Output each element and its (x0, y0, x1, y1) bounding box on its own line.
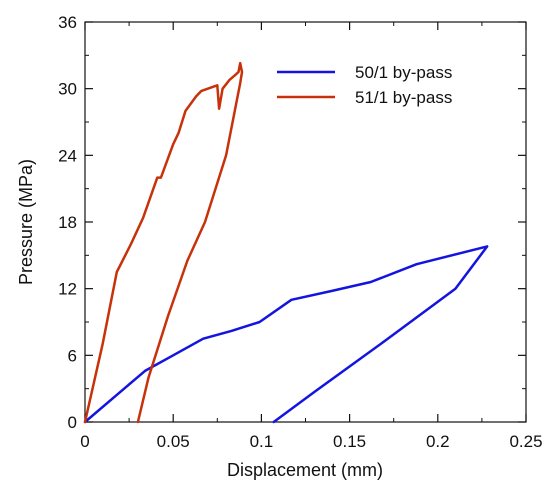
y-tick-label: 36 (58, 13, 77, 32)
series-line-2 (83, 61, 244, 424)
x-axis-label: Displacement (mm) (227, 460, 383, 480)
legend-label-series-2: 51/1 by-pass (355, 88, 452, 107)
y-tick-label: 12 (58, 280, 77, 299)
y-tick-label: 18 (58, 213, 77, 232)
x-tick-label: 0 (80, 432, 89, 451)
x-tick-label: 0.05 (157, 432, 190, 451)
legend: 50/1 by-pass 51/1 by-pass (277, 63, 452, 107)
y-tick-label: 30 (58, 80, 77, 99)
x-tick-label: 0.2 (426, 432, 450, 451)
y-axis-label: Pressure (MPa) (16, 159, 36, 285)
x-tick-label: 0.25 (509, 432, 542, 451)
y-axis-ticks: 0 6 12 18 24 30 36 (58, 13, 526, 432)
y-tick-label: 6 (68, 346, 77, 365)
series-layer (83, 61, 489, 424)
y-tick-label: 24 (58, 146, 77, 165)
x-tick-label: 0.1 (250, 432, 274, 451)
x-axis-ticks: 0 0.05 0.1 0.15 0.2 0.25 (80, 22, 543, 451)
series-line-1 (83, 245, 489, 424)
y-tick-label: 0 (68, 413, 77, 432)
plot-area-frame (84, 21, 527, 423)
legend-label-series-1: 50/1 by-pass (355, 63, 452, 82)
x-tick-label: 0.15 (333, 432, 366, 451)
